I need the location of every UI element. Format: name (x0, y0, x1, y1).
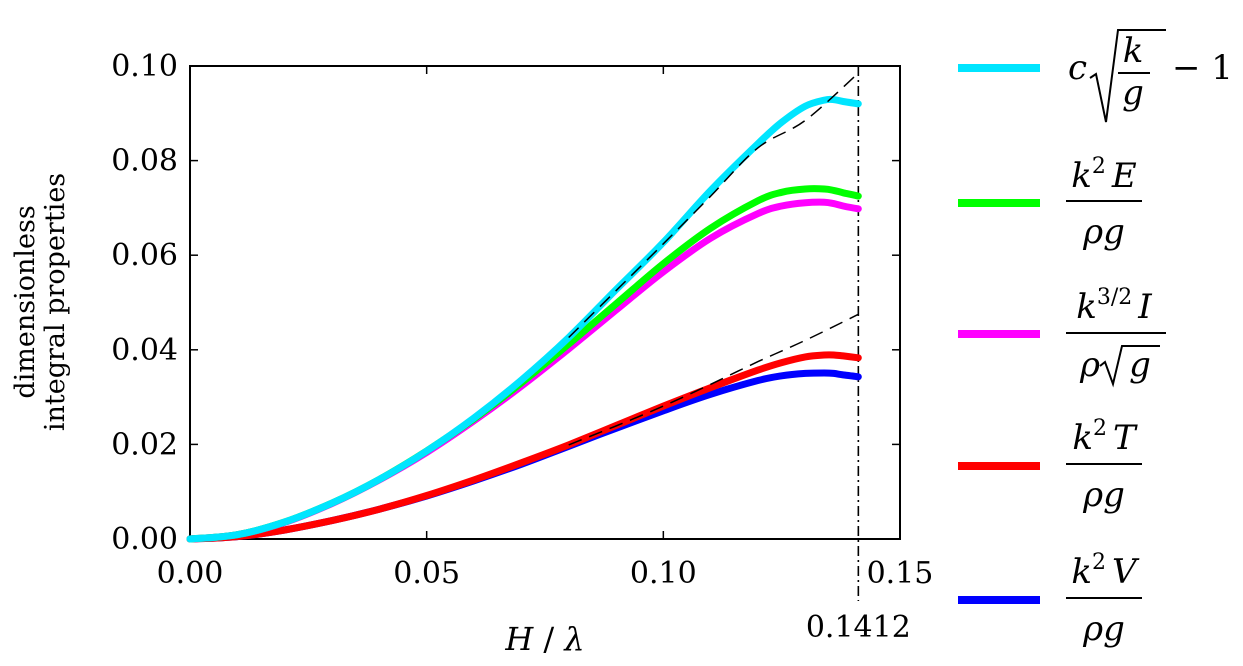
legend-I-numerator: k3/2 I (1076, 285, 1152, 327)
axis-ticks (189, 65, 901, 540)
svg-text:integral properties: integral properties (40, 173, 71, 431)
legend: c k g − 1 k2 E ρg k3/2 I ρ g k2 T (958, 29, 1233, 649)
legend-entry-I: k3/2 I ρ g (958, 285, 1166, 388)
tick-labels: 0.00 0.05 0.10 0.15 0.00 0.02 0.04 0.06 0.08 0.10 (111, 49, 933, 591)
plot-frame (189, 65, 901, 540)
y-tick-label: 0.10 (111, 49, 178, 84)
legend-entry-T: k2 T ρg (958, 416, 1142, 515)
legend-entry-V: k2 V ρg (958, 550, 1142, 649)
y-tick-label: 0.04 (111, 333, 178, 368)
legend-I-den-rho: ρ (1079, 345, 1100, 385)
x-tick-label: 0.05 (393, 556, 460, 591)
legend-c-minus-one: − 1 (1172, 48, 1233, 88)
series-line-V (186, 369, 862, 543)
x-tick-label: 0.10 (630, 556, 697, 591)
legend-I-den-g: g (1129, 345, 1151, 385)
legend-entry-E: k2 E ρg (958, 154, 1142, 252)
y-axis-title: dimensionless integral properties (10, 173, 71, 431)
series-line-c (186, 95, 862, 543)
legend-c-k: k (1123, 31, 1144, 71)
asymptote-lines (568, 72, 859, 446)
asymptote-line-0 (568, 72, 859, 339)
y-tick-label: 0.08 (111, 144, 178, 179)
asymptote-line-1 (568, 313, 859, 446)
legend-V-denominator: ρg (1082, 609, 1125, 649)
y-tick-label: 0.02 (111, 427, 178, 462)
legend-sqrt-sign (1089, 29, 1166, 123)
legend-entry-c: c k g − 1 (958, 29, 1233, 123)
legend-E-denominator: ρg (1082, 212, 1125, 252)
series-line-E (186, 185, 862, 543)
svg-text:dimensionless: dimensionless (10, 205, 41, 398)
legend-I-sqrt-sign (1099, 345, 1160, 388)
x-tick-label: 0.15 (867, 556, 934, 591)
legend-c-var: c (1068, 48, 1087, 88)
limit-label: 0.1412 (806, 610, 911, 645)
legend-T-denominator: ρg (1082, 475, 1125, 515)
legend-T-numerator: k2 T (1072, 416, 1138, 458)
legend-E-numerator: k2 E (1071, 154, 1137, 196)
legend-c-g: g (1122, 73, 1144, 113)
x-axis-title: H / λ (504, 620, 584, 658)
x-tick-label: 0.00 (157, 556, 224, 591)
series-lines (186, 95, 862, 543)
y-tick-label: 0.06 (111, 238, 178, 273)
y-tick-label: 0.00 (111, 522, 178, 557)
legend-V-numerator: k2 V (1071, 550, 1140, 592)
